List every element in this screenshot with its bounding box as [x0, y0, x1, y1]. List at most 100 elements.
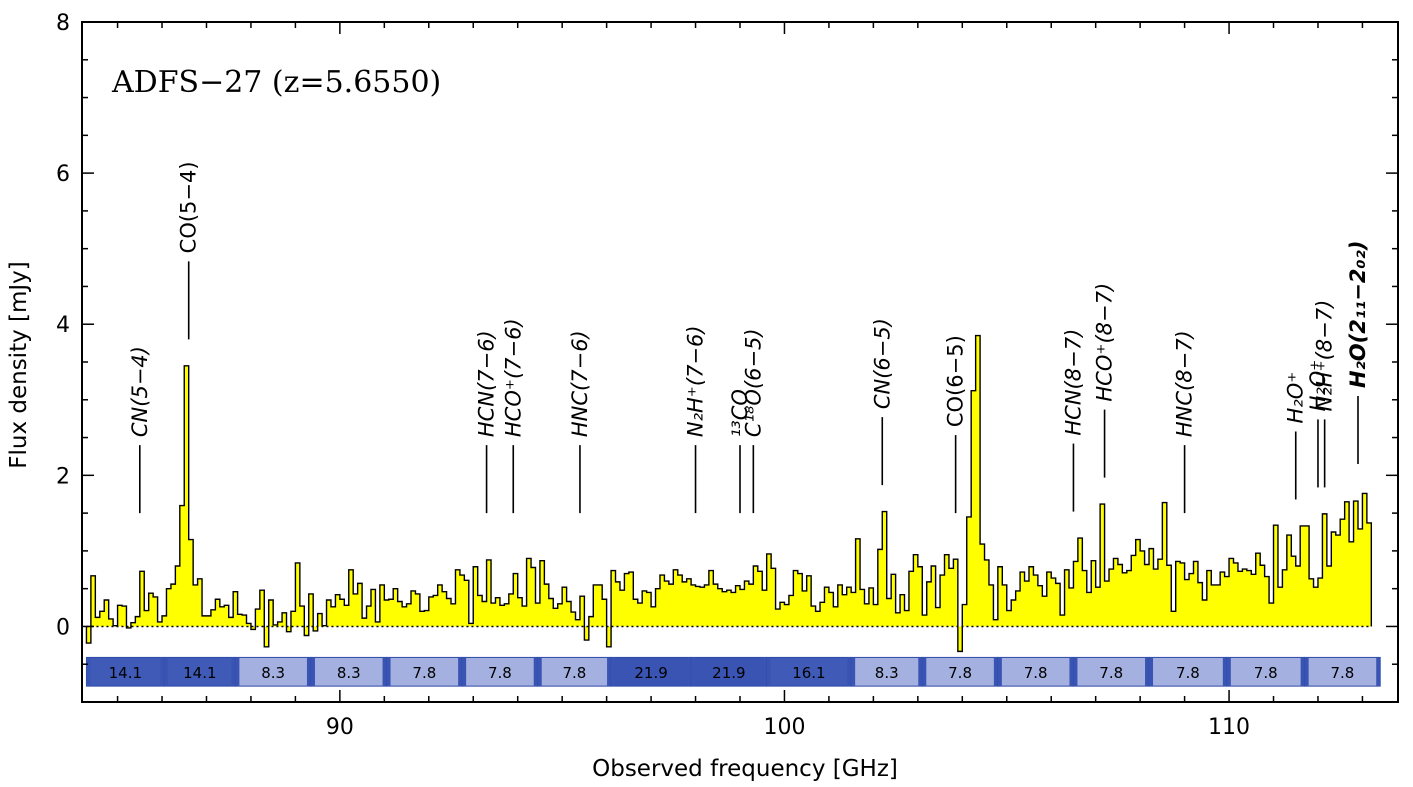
- line-marker: HCO⁺(7−6): [501, 318, 525, 514]
- coverage-box-label: 8.3: [337, 664, 361, 682]
- coverage-box-edge: [1226, 657, 1231, 687]
- coverage-box-edge: [922, 657, 927, 687]
- line-label: H₂O(2₁₁−2₀₂): [1346, 241, 1370, 388]
- line-label: H₂O⁺: [1306, 360, 1330, 412]
- coverage-box-edge: [762, 657, 767, 687]
- coverage-box-rect: [1072, 656, 1150, 687]
- line-label: HNC(8−7): [1173, 330, 1197, 437]
- axis-ticks: 90 100 110 0 2 4 6 8: [56, 11, 1398, 740]
- chart-title: ADFS−27 (z=5.6550): [111, 65, 441, 100]
- x-tick-label: 90: [326, 715, 354, 740]
- y-axis-title: Flux density [mJy]: [6, 261, 32, 469]
- coverage-box-rect: [997, 656, 1074, 687]
- coverage-box-edge: [458, 657, 463, 687]
- coverage-box-label: 7.8: [1254, 664, 1278, 682]
- coverage-box-label: 7.8: [1024, 664, 1048, 682]
- coverage-box-label: 7.8: [948, 664, 972, 682]
- plot-area: [85, 334, 1373, 653]
- coverage-box-edge: [306, 657, 311, 687]
- coverage-box: 7.8: [386, 656, 463, 687]
- line-marker: H₂O(2₁₁−2₀₂): [1346, 241, 1370, 464]
- coverage-box: 7.8: [461, 656, 539, 687]
- coverage-box-label: 21.9: [634, 664, 667, 682]
- x-tick-label: 110: [1208, 715, 1250, 740]
- line-marker: HCO⁺(8−7): [1093, 283, 1117, 478]
- coverage-box-edge: [1376, 657, 1381, 687]
- coverage-box-rect: [386, 656, 463, 687]
- coverage-box-rect: [163, 656, 236, 687]
- x-tick-label: 100: [763, 715, 805, 740]
- coverage-box: 7.8: [537, 656, 612, 687]
- coverage-box-edge: [1145, 657, 1150, 687]
- coverage-box-edge: [611, 657, 616, 687]
- line-label: HCO⁺(8−7): [1093, 283, 1117, 402]
- coverage-box: 7.8: [997, 656, 1074, 687]
- coverage-box-edge: [537, 657, 542, 687]
- coverage-box-rect: [610, 656, 692, 687]
- coverage-box: 16.1: [766, 656, 852, 687]
- line-marker: N₂H⁺(8−7): [1313, 300, 1337, 488]
- line-label: H₂O⁺: [1284, 372, 1308, 424]
- coverage-box-label: 21.9: [712, 664, 745, 682]
- coverage-box-rect: [850, 656, 923, 687]
- line-label: HNC(7−6): [568, 330, 592, 437]
- coverage-box-edge: [687, 657, 692, 687]
- line-marker: N₂H⁺(7−6): [684, 325, 708, 514]
- coverage-box: 14.1: [85, 656, 165, 687]
- coverage-box-edge: [691, 657, 696, 687]
- coverage-box: 7.8: [1304, 656, 1381, 687]
- coverage-box-label: 8.3: [261, 664, 285, 682]
- coverage-box-edge: [382, 657, 387, 687]
- coverage-box-edge: [1073, 657, 1078, 687]
- coverage-box-edge: [160, 657, 165, 687]
- coverage-box: 14.1: [163, 656, 236, 687]
- y-tick-label: 6: [56, 162, 70, 187]
- line-marker: HNC(7−6): [568, 330, 592, 514]
- line-marker: H₂O⁺: [1284, 372, 1308, 500]
- line-label: ¹³CO: [728, 389, 752, 437]
- coverage-box-edge: [86, 657, 91, 687]
- line-label: N₂H⁺(8−7): [1313, 300, 1337, 412]
- line-label: CN(5−4): [128, 346, 152, 437]
- line-label: N₂H⁺(7−6): [684, 325, 708, 437]
- coverage-box: 21.9: [690, 656, 768, 687]
- spectrum-histogram: [85, 334, 1373, 653]
- line-label: CO(5−4): [177, 161, 201, 253]
- line-label: HCN(7−6): [475, 330, 499, 437]
- coverage-box-edge: [997, 657, 1002, 687]
- coverage-box: 8.3: [310, 656, 388, 687]
- coverage-box-edge: [918, 657, 923, 687]
- coverage-box-edge: [851, 657, 856, 687]
- coverage-boxes: 14.1 14.1 8.3 8.3 7.8 7.8 7.8 21.9 21.9 16.1 8.3 7.…: [85, 656, 1381, 687]
- coverage-box-label: 7.8: [562, 664, 586, 682]
- line-label: HCN(8−7): [1061, 329, 1085, 436]
- line-markers: CN(5−4) CO(5−4) HCN(7−6) HCO⁺(7−6) HNC(7−6) N…: [128, 161, 1370, 514]
- coverage-box-edge: [462, 657, 467, 687]
- coverage-box-rect: [921, 656, 999, 687]
- coverage-box-edge: [993, 657, 998, 687]
- coverage-box-rect: [766, 656, 852, 687]
- coverage-box: 7.8: [1072, 656, 1150, 687]
- coverage-box-edge: [1149, 657, 1154, 687]
- line-marker: HCN(7−6): [475, 330, 499, 514]
- coverage-box: 7.8: [1226, 656, 1306, 687]
- coverage-box-label: 8.3: [875, 664, 899, 682]
- line-marker: CO(6−5): [944, 335, 968, 514]
- coverage-box-label: 14.1: [183, 664, 216, 682]
- coverage-box-label: 7.8: [1099, 664, 1123, 682]
- coverage-box-edge: [607, 657, 612, 687]
- coverage-box-label: 7.8: [488, 664, 512, 682]
- coverage-box-edge: [386, 657, 391, 687]
- line-marker: H₂O⁺: [1306, 360, 1330, 488]
- coverage-box-edge: [310, 657, 315, 687]
- coverage-box-label: 7.8: [1176, 664, 1200, 682]
- coverage-box-edge: [231, 657, 236, 687]
- coverage-box-edge: [766, 657, 771, 687]
- coverage-box-edge: [1069, 657, 1074, 687]
- coverage-box-label: 14.1: [109, 664, 142, 682]
- coverage-box-edge: [1300, 657, 1305, 687]
- line-label: CO(6−5): [944, 335, 968, 427]
- coverage-box-label: 7.8: [1330, 664, 1354, 682]
- coverage-box-rect: [461, 656, 539, 687]
